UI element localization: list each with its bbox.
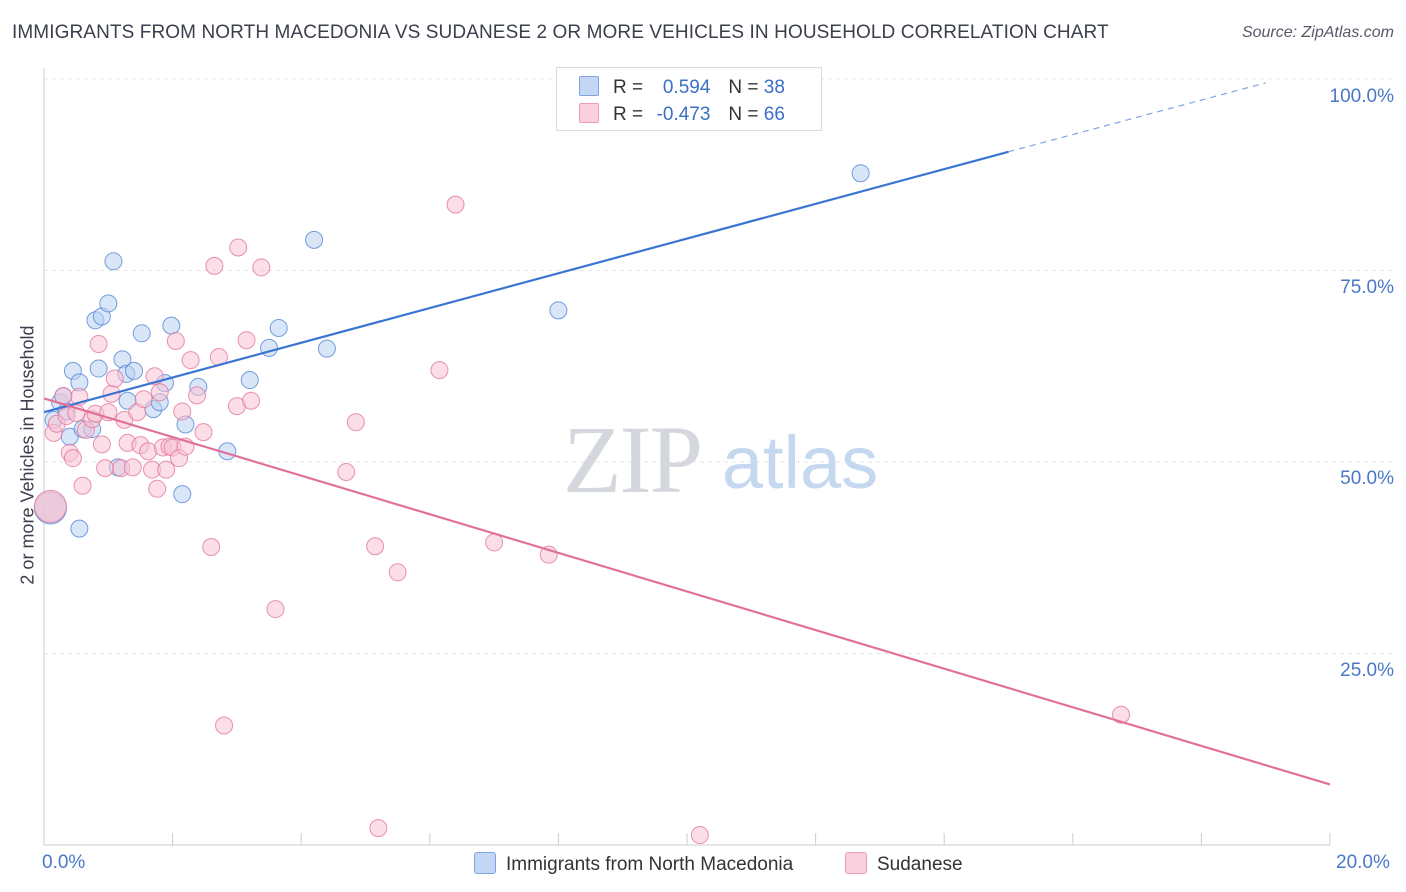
legend-r-value: -0.473	[656, 104, 711, 125]
bottom-legend-item-sudanese: Sudanese	[845, 852, 963, 876]
data-point	[173, 402, 192, 421]
data-point	[89, 359, 108, 378]
data-point	[63, 449, 82, 468]
watermark-zip: ZIP	[563, 406, 701, 513]
source-label: Source: ZipAtlas.com	[1241, 24, 1394, 41]
data-point	[317, 339, 336, 358]
y-tick-label: 50.0%	[1340, 468, 1394, 489]
legend-swatch	[845, 852, 867, 874]
data-point	[388, 563, 407, 582]
data-point	[215, 716, 234, 735]
data-point	[485, 533, 504, 552]
data-point	[188, 386, 207, 405]
legend-label: Sudanese	[877, 854, 963, 875]
data-point	[851, 164, 870, 183]
legend-n-label: N =	[728, 104, 759, 125]
data-point	[125, 361, 144, 380]
legend-r-label: R =	[613, 104, 644, 125]
data-point	[105, 369, 124, 388]
x-tick-label: 20.0%	[1336, 852, 1390, 873]
data-point	[346, 413, 365, 432]
data-point	[252, 258, 271, 277]
y-tick-label: 75.0%	[1340, 277, 1394, 298]
chart-title: IMMIGRANTS FROM NORTH MACEDONIA VS SUDAN…	[12, 22, 1109, 43]
data-point	[549, 301, 568, 320]
data-point	[99, 294, 118, 313]
trend-line-sudanese	[43, 397, 1331, 786]
series-sudanese	[33, 195, 1131, 845]
data-point	[269, 318, 288, 337]
legend-r-label: R =	[613, 77, 644, 98]
data-point	[690, 826, 709, 845]
data-point	[181, 351, 200, 370]
legend-label: Immigrants from North Macedonia	[506, 854, 794, 875]
data-point	[157, 460, 176, 479]
data-point	[33, 489, 67, 523]
watermark-atlas: atlas	[722, 421, 878, 504]
gridlines	[44, 78, 1392, 654]
data-point	[242, 391, 261, 410]
data-point	[166, 331, 185, 350]
data-point	[96, 459, 115, 478]
axes	[43, 68, 1331, 846]
legend-n-value: 66	[763, 104, 785, 125]
y-tick-label: 100.0%	[1329, 86, 1394, 107]
data-point	[446, 195, 465, 214]
data-point	[173, 485, 192, 504]
data-point	[240, 371, 259, 390]
data-point	[430, 361, 449, 380]
data-point	[202, 538, 221, 557]
trend-lines	[43, 82, 1331, 786]
legend-swatch	[579, 103, 599, 123]
data-point	[70, 519, 89, 538]
data-point	[1112, 705, 1131, 724]
legend-swatch	[579, 76, 599, 96]
data-point	[337, 462, 356, 481]
data-point	[150, 383, 169, 402]
legend-row-north-macedonia: R = 0.594 N = 38	[579, 76, 785, 100]
data-point	[132, 324, 151, 343]
data-point	[205, 256, 224, 275]
data-point	[162, 316, 181, 335]
data-point	[134, 390, 153, 409]
data-point	[89, 335, 108, 354]
trend-line-north-macedonia	[43, 150, 1009, 414]
data-point	[92, 435, 111, 454]
data-point	[305, 230, 324, 249]
legend-n-value: 38	[763, 77, 785, 98]
data-point	[139, 442, 158, 461]
data-point	[148, 479, 167, 498]
legend-swatch	[474, 852, 496, 874]
data-point	[366, 537, 385, 556]
legend-row-sudanese: R = -0.473 N = 66	[579, 103, 785, 127]
data-point	[237, 331, 256, 350]
legend-r-value: 0.594	[662, 77, 711, 98]
data-point	[73, 476, 92, 495]
bottom-legend-item-north-macedonia: Immigrants from North Macedonia	[474, 852, 793, 876]
y-tick-label: 25.0%	[1340, 660, 1394, 681]
data-point	[123, 458, 142, 477]
data-point	[266, 600, 285, 619]
trend-line-north-macedonia-projection	[1008, 82, 1266, 153]
legend-n-label: N =	[728, 77, 759, 98]
x-tick-label: 0.0%	[42, 852, 86, 873]
stats-legend: R = 0.594 N = 38 R = -0.473 N = 66	[556, 67, 822, 131]
data-point	[369, 819, 388, 838]
data-point	[104, 252, 123, 271]
data-point	[194, 423, 213, 442]
data-point	[229, 238, 248, 257]
